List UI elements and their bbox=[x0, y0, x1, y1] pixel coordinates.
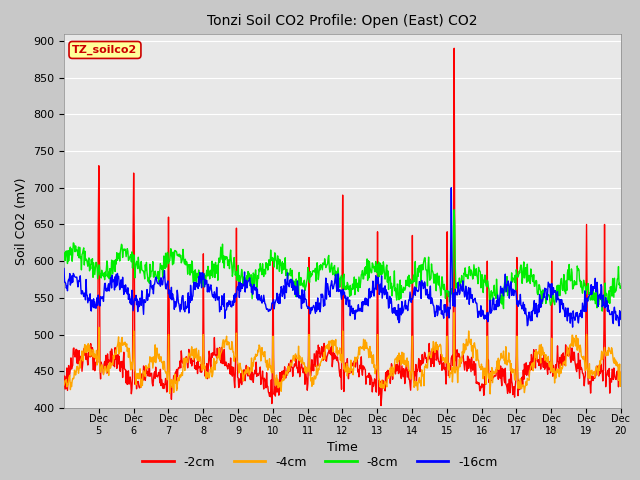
-16cm bbox=[447, 185, 455, 191]
-16cm bbox=[590, 286, 598, 291]
-4cm bbox=[451, 310, 458, 315]
Line: -8cm: -8cm bbox=[64, 210, 621, 311]
-16cm bbox=[60, 265, 68, 271]
-2cm bbox=[617, 372, 625, 377]
Legend: -2cm, -4cm, -8cm, -16cm: -2cm, -4cm, -8cm, -16cm bbox=[138, 451, 502, 474]
Title: Tonzi Soil CO2 Profile: Open (East) CO2: Tonzi Soil CO2 Profile: Open (East) CO2 bbox=[207, 14, 477, 28]
-2cm bbox=[291, 363, 299, 369]
-4cm bbox=[291, 352, 299, 358]
Text: TZ_soilco2: TZ_soilco2 bbox=[72, 45, 138, 55]
-8cm bbox=[599, 299, 607, 304]
-16cm bbox=[569, 324, 577, 330]
-2cm bbox=[451, 46, 458, 51]
-2cm bbox=[60, 386, 68, 392]
-8cm bbox=[451, 207, 458, 213]
X-axis label: Time: Time bbox=[327, 442, 358, 455]
-16cm bbox=[163, 280, 171, 286]
-8cm bbox=[598, 308, 606, 314]
-16cm bbox=[617, 316, 625, 322]
Line: -2cm: -2cm bbox=[64, 48, 621, 406]
-2cm bbox=[377, 403, 385, 408]
-4cm bbox=[590, 369, 598, 374]
-4cm bbox=[87, 347, 95, 352]
Line: -4cm: -4cm bbox=[64, 312, 621, 394]
-8cm bbox=[163, 250, 171, 255]
-8cm bbox=[388, 293, 396, 299]
-16cm bbox=[291, 291, 299, 297]
-2cm bbox=[590, 373, 598, 379]
-2cm bbox=[163, 388, 171, 394]
-4cm bbox=[60, 382, 68, 388]
-8cm bbox=[87, 266, 95, 272]
-16cm bbox=[87, 307, 95, 312]
-8cm bbox=[589, 292, 597, 298]
-16cm bbox=[388, 309, 396, 315]
-8cm bbox=[60, 256, 68, 262]
-2cm bbox=[87, 341, 95, 347]
Y-axis label: Soil CO2 (mV): Soil CO2 (mV) bbox=[15, 177, 28, 264]
-2cm bbox=[388, 376, 396, 382]
-4cm bbox=[486, 391, 494, 397]
-4cm bbox=[599, 356, 607, 361]
-2cm bbox=[599, 378, 607, 384]
-4cm bbox=[617, 371, 625, 376]
-16cm bbox=[599, 301, 607, 307]
-8cm bbox=[617, 284, 625, 289]
-4cm bbox=[388, 364, 396, 370]
Line: -16cm: -16cm bbox=[64, 188, 621, 327]
-8cm bbox=[291, 279, 299, 285]
-4cm bbox=[163, 377, 171, 383]
